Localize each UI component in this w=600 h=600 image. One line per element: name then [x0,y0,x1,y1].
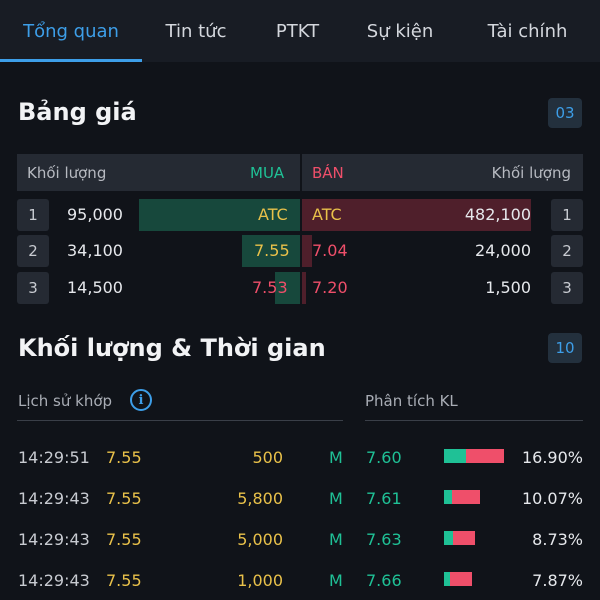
buy-price[interactable]: 7.53 [252,278,288,297]
header-volume-right: Khối lượng [491,164,571,182]
sell-volume-bar [302,272,306,304]
tab-events[interactable]: Sự kiện [366,20,434,42]
buy-volume-bar [139,199,300,231]
kl-buy-bar [444,449,466,463]
buy-volume: 14,500 [67,278,123,297]
trade-price: 7.55 [106,448,142,467]
kl-buy-bar [444,572,450,586]
buy-volume: 95,000 [67,205,123,224]
trade-row: 14:29:43 7.55 5,000 M 7.63 8.73% [0,528,600,552]
kl-buy-bar [444,490,452,504]
trade-price: 7.55 [106,571,142,590]
trade-side: M [329,530,343,549]
trade-volume: 5,800 [237,489,283,508]
orderbook-depth-button[interactable]: 03 [548,98,582,128]
history-underline [17,420,343,421]
tab-finance[interactable]: Tài chính [487,20,568,42]
analysis-underline [365,420,583,421]
sell-price[interactable]: 7.20 [312,278,348,297]
header-buy: MUA [250,164,285,182]
trade-row: 14:29:51 7.55 500 M 7.60 16.90% [0,446,600,470]
trades-count-button[interactable]: 10 [548,333,582,363]
kl-percent: 7.87% [532,571,583,590]
info-icon[interactable]: i [130,389,152,411]
orderbook-header: Khối lượng MUA BÁN Khối lượng [17,154,583,191]
row-index-right: 2 [551,235,583,267]
sell-volume: 482,100 [464,205,531,224]
orderbook-title: Bảng giá [18,98,137,126]
sell-volume-bar [302,235,312,267]
kl-percent: 10.07% [521,489,583,508]
orderbook-row: 1 95,000 ATC ATC 482,100 1 [17,199,583,231]
row-index-right: 3 [551,272,583,304]
kl-buy-bar [444,531,453,545]
trade-side: M [329,571,343,590]
trade-time: 14:29:43 [18,489,90,508]
trade-side: M [329,489,343,508]
kl-price: 7.61 [366,489,402,508]
kl-sell-bar [466,449,504,463]
orderbook-row: 2 34,100 7.55 7.04 24,000 2 [17,235,583,267]
trade-row: 14:29:43 7.55 1,000 M 7.66 7.87% [0,569,600,593]
kl-price: 7.63 [366,530,402,549]
header-volume-left: Khối lượng [27,164,107,182]
buy-price[interactable]: ATC [258,205,288,224]
kl-percent: 16.90% [521,448,583,467]
kl-sell-bar [453,531,475,545]
sell-volume: 1,500 [485,278,531,297]
kl-sell-bar [450,572,472,586]
sell-volume-bar [302,199,531,231]
row-index-right: 1 [551,199,583,231]
trade-price: 7.55 [106,530,142,549]
buy-volume-bar [242,235,300,267]
row-index: 1 [17,199,49,231]
sell-price[interactable]: 7.04 [312,241,348,260]
kl-sell-bar [452,490,480,504]
sell-price[interactable]: ATC [312,205,342,224]
trade-side: M [329,448,343,467]
trade-volume: 1,000 [237,571,283,590]
trade-time: 14:29:51 [18,448,90,467]
sell-volume: 24,000 [475,241,531,260]
tab-news[interactable]: Tin tức [165,20,227,42]
buy-volume-bar [275,272,300,304]
header-divider [300,154,302,191]
tab-overview[interactable]: Tổng quan [0,0,142,62]
kl-price: 7.66 [366,571,402,590]
orderbook-row: 3 14,500 7.53 7.20 1,500 3 [17,272,583,304]
header-sell: BÁN [312,164,344,182]
trade-row: 14:29:43 7.55 5,800 M 7.61 10.07% [0,487,600,511]
kl-price: 7.60 [366,448,402,467]
tab-bar: Tổng quan Tin tức PTKT Sự kiện Tài chính [0,0,600,62]
volume-analysis-label[interactable]: Phân tích KL [365,392,458,410]
match-history-label[interactable]: Lịch sử khớp [18,392,113,410]
trade-volume: 500 [252,448,283,467]
trade-volume: 5,000 [237,530,283,549]
row-index: 3 [17,272,49,304]
row-index: 2 [17,235,49,267]
tab-technical-analysis[interactable]: PTKT [275,20,320,42]
kl-percent: 8.73% [532,530,583,549]
trade-price: 7.55 [106,489,142,508]
buy-price[interactable]: 7.55 [254,241,290,260]
buy-volume: 34,100 [67,241,123,260]
trades-title: Khối lượng & Thời gian [18,334,326,362]
trade-time: 14:29:43 [18,571,90,590]
trade-time: 14:29:43 [18,530,90,549]
